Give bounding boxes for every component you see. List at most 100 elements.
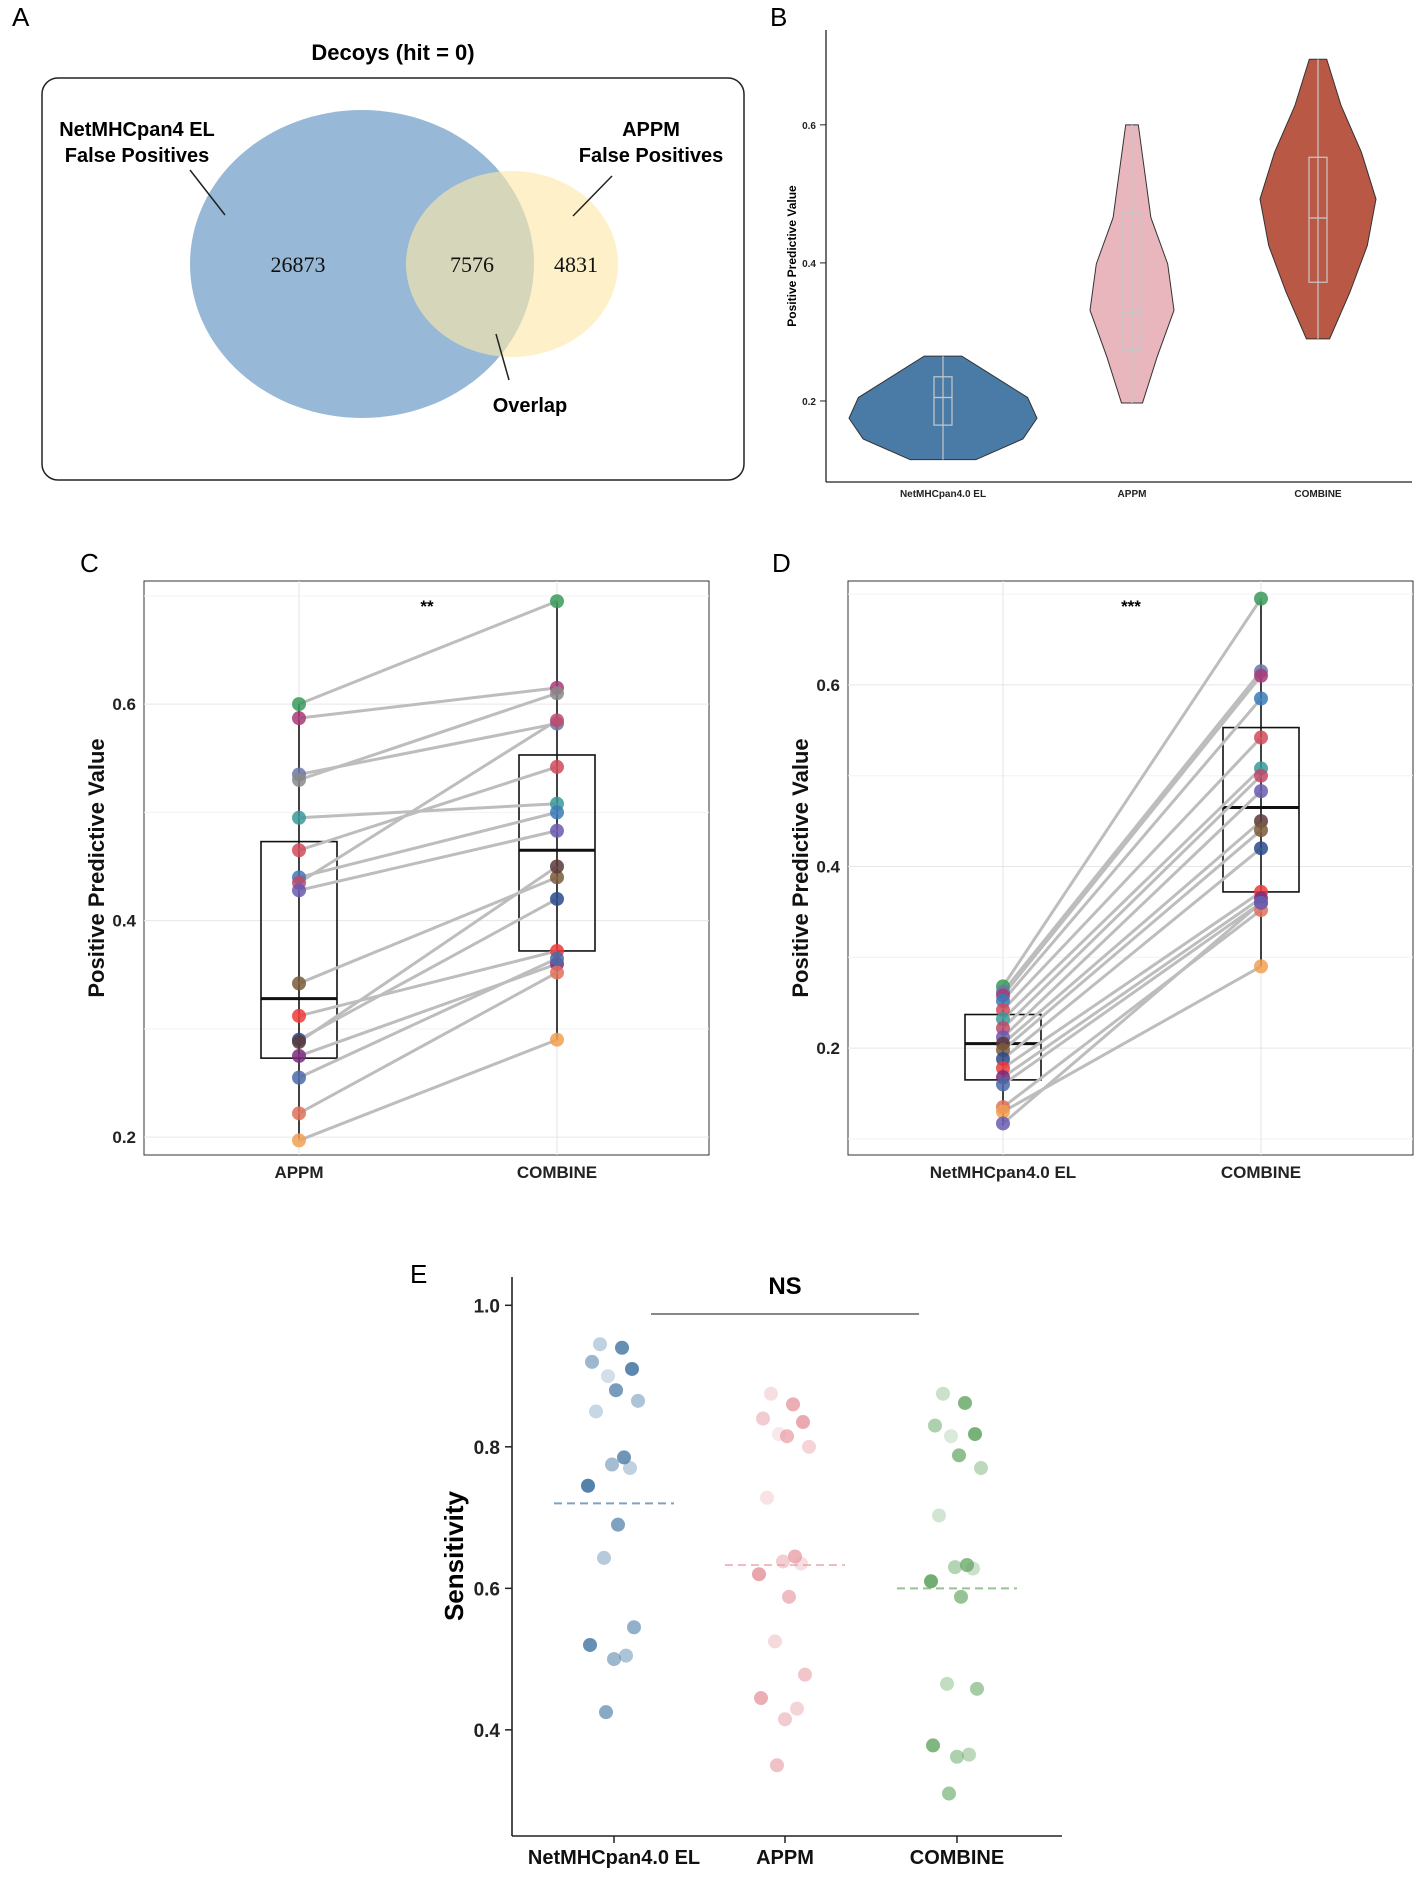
pair-point-right <box>550 951 564 966</box>
strip-point <box>778 1712 792 1727</box>
strip-point <box>928 1418 942 1433</box>
strip-point <box>760 1490 774 1505</box>
strip-point <box>599 1705 613 1720</box>
pair-point-left <box>292 1008 306 1023</box>
strip-point <box>611 1517 625 1532</box>
strip-point <box>970 1681 984 1696</box>
pair-line <box>1002 819 1262 1045</box>
pair-line <box>298 971 558 1115</box>
panel-d-significance: *** <box>1121 597 1141 616</box>
violin-box <box>1308 156 1328 283</box>
strip-point <box>619 1648 633 1663</box>
pair-point-right <box>1254 768 1268 783</box>
strip-ytick-label: 0.8 <box>474 1438 500 1459</box>
strip-point <box>952 1448 966 1463</box>
pair-point-right <box>1254 823 1268 838</box>
strip-point <box>794 1556 808 1571</box>
xtick-label: NetMHCpan4.0 EL <box>930 1163 1076 1182</box>
pair-point-left <box>996 1104 1010 1119</box>
strip-point <box>782 1589 796 1604</box>
pair-point-left <box>292 843 306 858</box>
pair-point-right <box>550 713 564 728</box>
pair-line <box>1001 767 1263 1021</box>
violin-ytick-label: 0.4 <box>802 259 816 270</box>
ytick-label: 0.2 <box>816 1039 840 1058</box>
pair-line <box>1001 670 1263 993</box>
strip-point <box>954 1589 968 1604</box>
pair-point-right <box>550 805 564 820</box>
xtick-label: COMBINE <box>517 1163 597 1182</box>
pair-line <box>1001 790 1263 1039</box>
pair-point-right <box>550 965 564 980</box>
strip-point <box>615 1340 629 1355</box>
strip-point <box>581 1478 595 1493</box>
panel-a-venn: A Decoys (hit = 0) NetMHCpan4 EL False P… <box>12 2 745 481</box>
pair-line <box>1002 847 1262 1061</box>
pair-line <box>1001 674 1263 997</box>
venn-set-appm <box>406 171 618 357</box>
pair-point-right <box>550 859 564 874</box>
strip-point <box>950 1749 964 1764</box>
panel-d-y-title: Positive Predictive Value <box>788 738 813 997</box>
pair-point-left <box>292 1133 306 1148</box>
venn-label-a-line2: False Positives <box>65 145 210 167</box>
pair-line <box>298 897 558 1042</box>
strip-point <box>776 1554 790 1569</box>
pair-line <box>298 949 558 1018</box>
strip-point <box>786 1397 800 1412</box>
strip-point <box>788 1549 802 1564</box>
violin-xtick-label: COMBINE <box>1294 489 1342 500</box>
panel-label-b: B <box>770 2 787 32</box>
pair-line <box>1002 901 1262 1086</box>
pair-line <box>298 765 558 852</box>
venn-title: Decoys (hit = 0) <box>311 40 474 65</box>
pair-line <box>1001 774 1263 1030</box>
pair-line <box>1002 908 1262 1109</box>
strip-point <box>754 1691 768 1706</box>
strip-point <box>605 1457 619 1472</box>
strip-point <box>589 1404 603 1419</box>
strip-point <box>593 1337 607 1352</box>
strip-point <box>924 1574 938 1589</box>
panel-label-a: A <box>12 2 30 32</box>
pair-point-right <box>1254 668 1268 683</box>
pair-line <box>1002 897 1262 1079</box>
pair-point-right <box>1254 841 1268 856</box>
strip-point <box>607 1652 621 1667</box>
strip-y-title: Sensitivity <box>439 1490 469 1621</box>
pair-line <box>1001 736 1263 1012</box>
venn-leader-a <box>189 169 226 216</box>
panel-label-e: E <box>410 1259 427 1289</box>
venn-leader-overlap <box>495 333 510 381</box>
panel-e-strip: E 0.4 0.6 0.8 1.0 NetMHCpan4.0 EL APPM COMBINE… <box>410 1259 1062 1869</box>
pair-point-right <box>1254 730 1268 745</box>
violin-xtick-label: APPM <box>1118 489 1147 500</box>
pair-line <box>298 802 558 820</box>
strip-point <box>936 1386 950 1401</box>
ytick-label: 0.6 <box>112 695 136 714</box>
pair-point-left <box>292 711 306 726</box>
pair-point-right <box>550 759 564 774</box>
ytick-label: 0.4 <box>112 912 136 931</box>
strip-point <box>625 1361 639 1376</box>
strip-point <box>756 1411 770 1426</box>
strip-point <box>623 1461 637 1476</box>
panel-c-paired: C 0.2 0.4 0.6 APPM COMBINE Positive Predicti… <box>80 548 710 1182</box>
strip-point <box>780 1429 794 1444</box>
pair-line <box>298 1038 558 1142</box>
venn-label-b-line1: APPM <box>622 119 680 141</box>
panel-label-d: D <box>772 548 791 578</box>
strip-point <box>768 1634 782 1649</box>
xtick-label: APPM <box>274 1163 323 1182</box>
pair-line <box>298 719 558 885</box>
pair-point-right <box>550 891 564 906</box>
venn-set-netmhcpan <box>190 110 534 418</box>
pair-point-left <box>292 1034 306 1049</box>
strip-point <box>631 1393 645 1408</box>
pair-point-right <box>1254 591 1268 606</box>
pair-point-left <box>996 1077 1010 1092</box>
venn-count-b-only: 4831 <box>554 252 598 277</box>
strip-point <box>926 1738 940 1753</box>
pair-line <box>298 829 558 892</box>
